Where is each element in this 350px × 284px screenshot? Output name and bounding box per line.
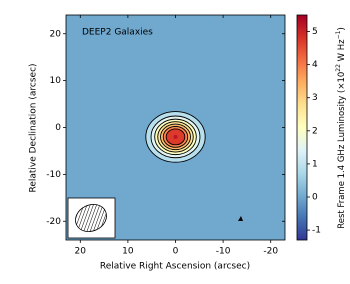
marker bbox=[238, 216, 243, 221]
overlay bbox=[67, 197, 243, 239]
colorbar-tick-label: 1 bbox=[312, 159, 318, 169]
x-axis-label: Relative Right Ascension (arcsec) bbox=[100, 262, 250, 272]
x-tick-label: -10 bbox=[216, 247, 231, 257]
y-tick-label: 0 bbox=[55, 123, 61, 133]
colorbar-label-part: ) bbox=[337, 27, 347, 30]
source-peak bbox=[173, 134, 178, 139]
colorbar-label-part: −1 bbox=[335, 30, 342, 39]
y-tick-label: -10 bbox=[46, 170, 61, 180]
x-tick-label: 0 bbox=[173, 247, 179, 257]
colorbar-tick-label: -1 bbox=[312, 226, 321, 236]
colorbar-tick-label: 3 bbox=[312, 93, 318, 103]
colorbar-tick-label: 0 bbox=[312, 192, 318, 202]
colorbar-tick-label: 4 bbox=[312, 60, 318, 70]
colorbar-tick-label: 5 bbox=[312, 27, 318, 37]
colorbar-label-part: 22 bbox=[335, 64, 342, 72]
colorbar-label-part: Rest Frame 1.4 GHz Luminosity (×10 bbox=[337, 72, 347, 229]
y-tick-label: 20 bbox=[50, 29, 62, 39]
x-tick-label: -20 bbox=[263, 247, 278, 257]
y-tick-label: -20 bbox=[46, 217, 61, 227]
beam bbox=[75, 204, 107, 232]
colorbar-tick-label: 2 bbox=[312, 126, 318, 136]
colorbar bbox=[296, 14, 308, 241]
x-tick-label: 10 bbox=[122, 247, 134, 257]
colorbar-label: Rest Frame 1.4 GHz Luminosity (×1022 W H… bbox=[335, 27, 347, 229]
colorbar-label-part: W Hz bbox=[337, 39, 347, 64]
x-tick-label: 20 bbox=[75, 247, 87, 257]
y-axis-label: Relative Declination (arcsec) bbox=[29, 63, 39, 192]
annotation: DEEP2 Galaxies bbox=[82, 28, 153, 38]
y-tick-label: 10 bbox=[50, 76, 62, 86]
